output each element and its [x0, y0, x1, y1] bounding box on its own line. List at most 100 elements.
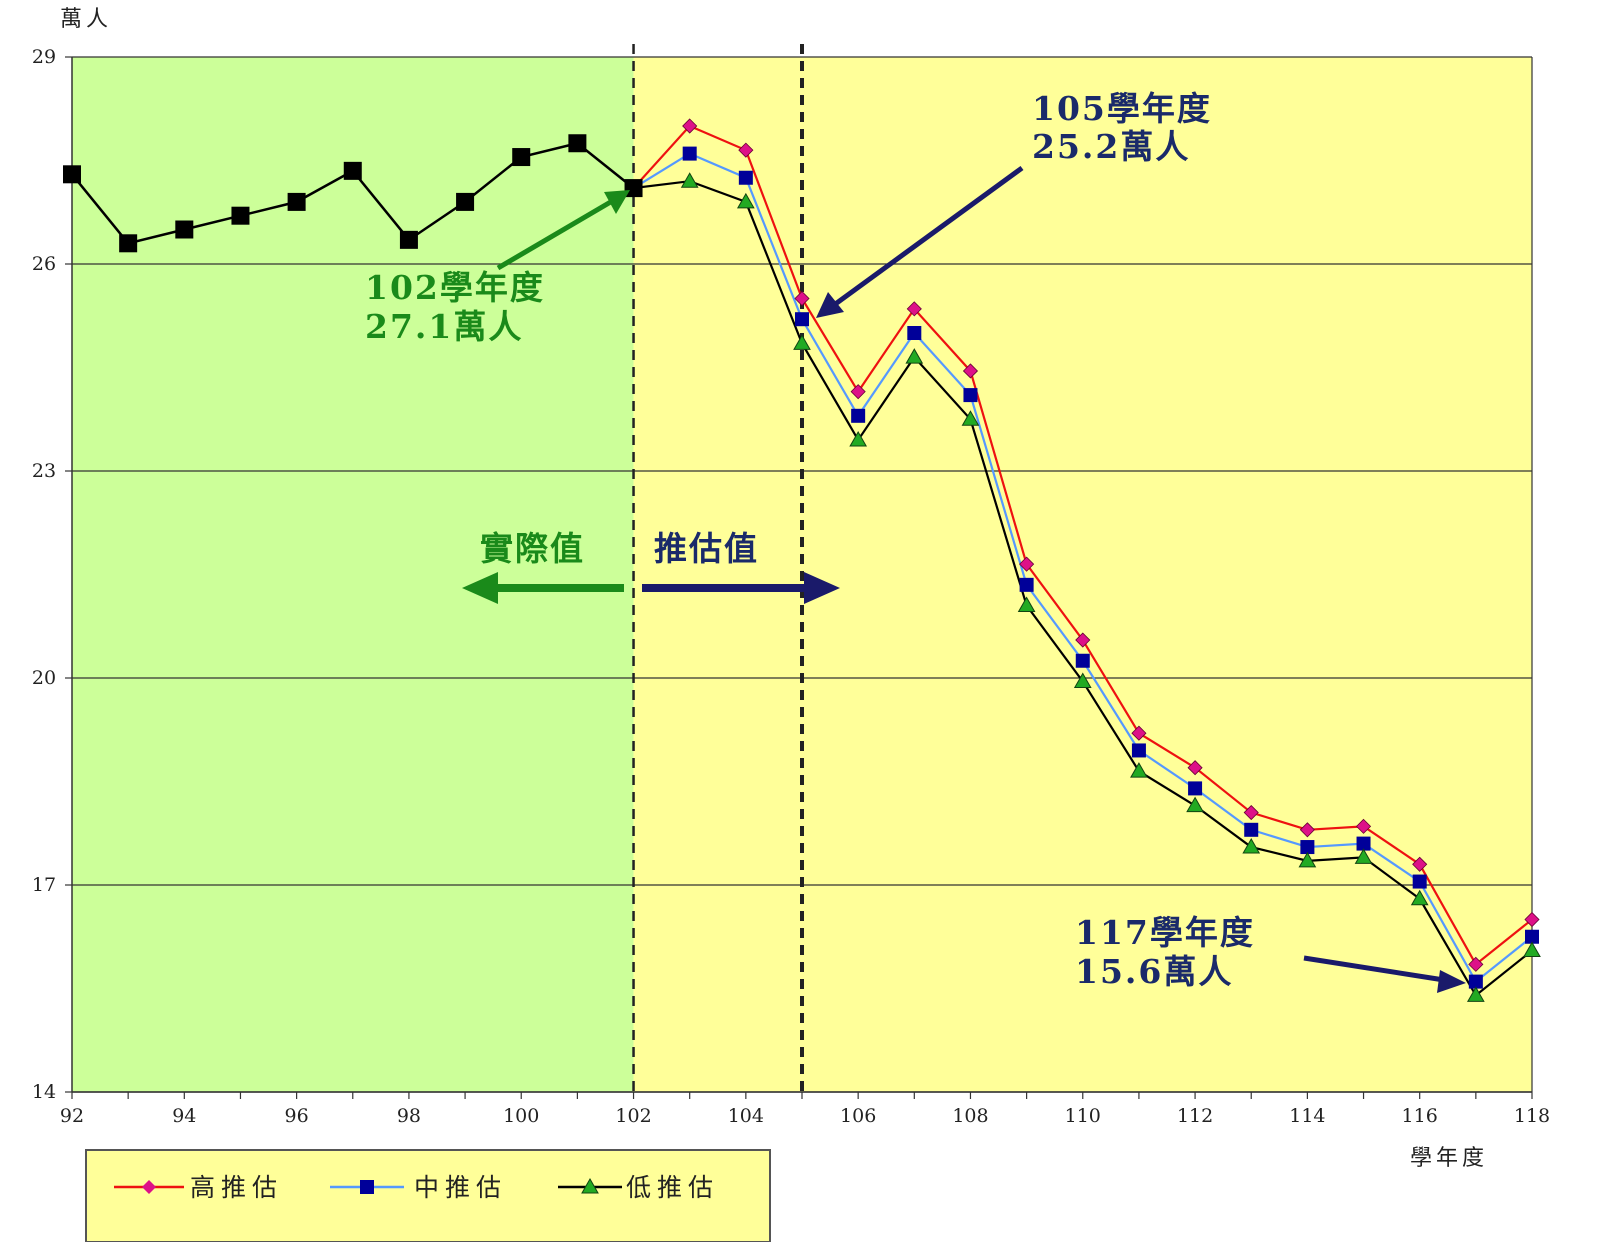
series-1-point-115	[1356, 836, 1371, 851]
x-tick-label-100: 100	[503, 1105, 539, 1127]
x-tick-label-106: 106	[840, 1105, 876, 1127]
series-markers	[63, 118, 1541, 1002]
x-tick-label-110: 110	[1065, 1105, 1101, 1127]
series-2-point-112	[1186, 796, 1204, 813]
svg-text:高推估: 高推估	[190, 1173, 283, 1202]
actual-point-101	[568, 134, 587, 153]
series-2-point-108	[961, 410, 980, 426]
y-tick-label-26: 26	[32, 253, 56, 275]
region-label-actual: 實際值	[480, 529, 585, 568]
annotation-arrow-102	[496, 197, 616, 271]
legend: 高推估 中推估 低推估	[85, 1149, 771, 1242]
x-tick-label-116: 116	[1402, 1105, 1438, 1127]
series-0-point-111	[1131, 725, 1147, 741]
legend-item-low: 低推估	[558, 1173, 719, 1202]
legend-item-mid: 中推估	[330, 1173, 501, 1202]
actual-point-92	[63, 165, 81, 184]
svg-text:25.2萬人: 25.2萬人	[1032, 127, 1190, 166]
series-1-point-111	[1131, 743, 1146, 758]
svg-text:低推估: 低推估	[626, 1173, 719, 1202]
svg-text:27.1萬人: 27.1萬人	[365, 307, 523, 346]
x-tick-label-112: 112	[1177, 1105, 1213, 1127]
series-0-point-118	[1524, 911, 1540, 928]
series-0-point-103	[682, 118, 698, 134]
series-2-point-110	[1073, 672, 1092, 688]
x-tick-labels: 92 94 96 98 100 102 104 106 108 110 112 114 116 118	[60, 1105, 1550, 1127]
series-1-point-105	[795, 312, 809, 327]
legend-box	[85, 1149, 771, 1242]
actual-point-93	[119, 234, 138, 253]
series-0-point-108	[962, 363, 979, 379]
series-1-point-112	[1188, 781, 1203, 796]
series-2-point-115	[1354, 848, 1373, 864]
y-axis-label: 萬人	[60, 7, 112, 32]
svg-text:117學年度: 117學年度	[1075, 913, 1255, 952]
y-tick-label-23: 23	[32, 460, 56, 482]
plot-background	[72, 57, 1532, 1092]
actual-point-97	[343, 161, 362, 180]
series-2-point-109	[1017, 596, 1036, 613]
legend-item-high: 高推估	[114, 1173, 283, 1202]
series-1-point-118	[1525, 929, 1539, 944]
y-tick-label-20: 20	[32, 667, 56, 689]
series-2-point-113	[1242, 838, 1261, 854]
y-tick-labels: 14 17 20 23 26 29	[32, 46, 56, 1103]
actual-point-99	[456, 192, 475, 211]
actual-point-98	[399, 230, 418, 249]
series-2-point-118	[1523, 941, 1541, 958]
series-0-point-115	[1355, 818, 1372, 834]
series-2-point-106	[849, 430, 868, 447]
x-tick-label-94: 94	[172, 1105, 196, 1127]
series-0-point-116	[1412, 856, 1428, 872]
actual-point-96	[287, 192, 306, 211]
x-tick-label-118: 118	[1514, 1105, 1550, 1127]
series-2-point-103	[680, 172, 699, 188]
actual-point-102	[624, 179, 643, 198]
series-0-point-113	[1243, 804, 1259, 821]
svg-text:102學年度: 102學年度	[365, 268, 545, 307]
series-1-point-114	[1300, 840, 1315, 855]
series-2-point-111	[1130, 762, 1148, 778]
series-1-point-104	[738, 170, 753, 185]
series-0-point-105	[794, 290, 810, 307]
actual-point-95	[231, 206, 250, 225]
series-0-point-104	[738, 142, 754, 158]
series-2-point-104	[736, 192, 755, 209]
actual-point-94	[175, 220, 194, 239]
x-tick-label-102: 102	[615, 1105, 651, 1127]
y-tick-label-29: 29	[32, 46, 56, 68]
svg-text:105學年度: 105學年度	[1032, 89, 1212, 128]
x-tick-label-108: 108	[952, 1105, 988, 1127]
series-0-point-112	[1187, 760, 1203, 776]
region-arrow-actual	[462, 572, 624, 604]
x-tick-label-114: 114	[1289, 1105, 1325, 1127]
annotation-102: 102學年度 27.1萬人	[365, 190, 630, 346]
series-1-point-107	[907, 326, 922, 340]
region-bg-1	[633, 57, 1532, 1092]
annotation-arrow-117	[1303, 955, 1445, 983]
annotation-117: 117學年度 15.6萬人	[1075, 913, 1466, 993]
series-0-point-109	[1019, 556, 1035, 572]
annotation-105: 105學年度 25.2萬人	[816, 89, 1212, 318]
region-label-projected: 推估值	[654, 529, 759, 568]
series-0-point-117	[1468, 956, 1484, 972]
series-0-point-114	[1299, 822, 1315, 838]
series-1-point-109	[1019, 577, 1034, 592]
series-2-point-107	[905, 348, 924, 364]
series-1-point-103	[682, 146, 697, 161]
series-1-point-117	[1468, 974, 1483, 989]
region-bg-0	[72, 57, 634, 1092]
x-tick-label-98: 98	[397, 1105, 421, 1127]
series-1-point-108	[963, 388, 978, 403]
actual-point-100	[512, 148, 531, 167]
x-tick-label-96: 96	[285, 1105, 309, 1127]
region-arrow-projected	[642, 572, 840, 604]
series-2-point-116	[1410, 889, 1429, 906]
x-axis-label: 學年度	[1410, 1146, 1488, 1171]
series-1-point-110	[1075, 653, 1090, 668]
series-2-point-105	[793, 334, 811, 350]
svg-text:15.6萬人: 15.6萬人	[1075, 952, 1233, 991]
series-2-point-114	[1298, 851, 1317, 868]
annotation-arrow-105	[832, 165, 1024, 308]
